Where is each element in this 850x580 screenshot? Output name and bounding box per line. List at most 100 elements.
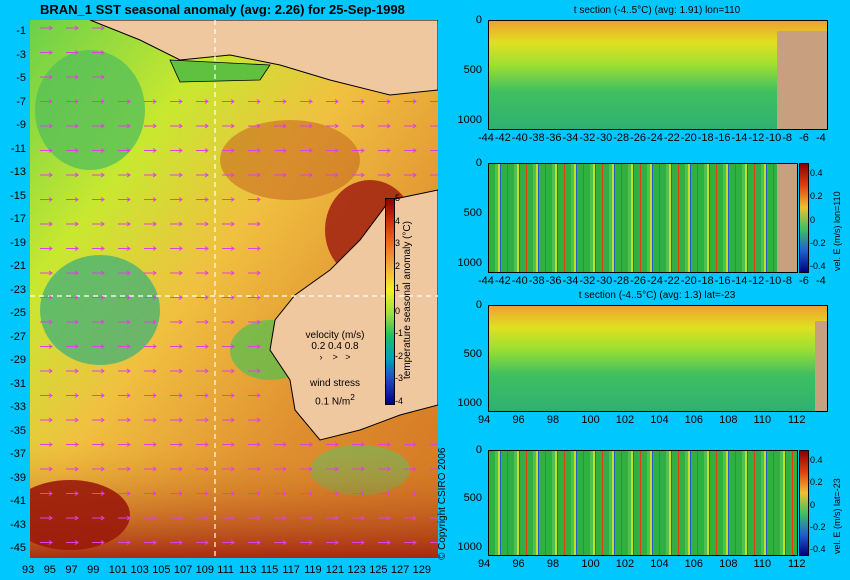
- wind-arrow: [92, 74, 105, 80]
- colorbar-tick-label: 2: [395, 260, 401, 271]
- section-x-tick-label: -16: [714, 132, 731, 144]
- wind-arrow: [144, 246, 157, 251]
- section-x-tick-label: -6: [799, 275, 809, 287]
- wind-arrow: [144, 319, 157, 325]
- wind-arrows: [40, 25, 438, 545]
- wind-arrow: [274, 148, 287, 153]
- wind-arrow: [92, 393, 105, 398]
- wind-arrow: [170, 344, 183, 349]
- lat-tick-label: -27: [10, 330, 26, 343]
- wind-arrow: [118, 246, 131, 251]
- wind-arrow: [40, 50, 53, 55]
- lon-tick-label: 103: [130, 564, 149, 576]
- wind-arrow: [378, 491, 391, 496]
- sst-map[interactable]: [30, 20, 438, 558]
- wind-arrow: [40, 246, 53, 251]
- anomaly-patch: [220, 120, 360, 200]
- panel-title: t section (-4..5°C) (avg: 1.91) lon=110: [573, 5, 741, 16]
- section-x-tick-label: -20: [680, 275, 697, 287]
- wind-arrow: [40, 221, 53, 227]
- wind-arrow: [118, 344, 131, 349]
- temperature-section-plot[interactable]: [488, 305, 828, 412]
- wind-arrow: [92, 295, 105, 300]
- wind-arrow: [40, 491, 53, 496]
- wind-arrow: [170, 393, 183, 398]
- velocity-colorbar-tick: -0.4: [810, 261, 826, 271]
- lat-tick-label: -15: [10, 189, 26, 202]
- wind-arrow: [92, 25, 105, 31]
- velocity-section-plot[interactable]: [488, 163, 798, 273]
- lat-tick-label: -45: [10, 542, 26, 554]
- section-x-tick-label: -16: [714, 275, 731, 287]
- wind-arrow: [196, 99, 209, 104]
- wind-arrow: [66, 270, 79, 276]
- section-x-tick-label: 110: [753, 558, 772, 570]
- depth-tick-label: 500: [463, 492, 482, 505]
- section-x-tick-label: -26: [630, 275, 646, 287]
- wind-arrow: [248, 246, 261, 251]
- wind-arrow: [170, 148, 183, 153]
- lon-tick-label: 125: [369, 564, 388, 576]
- wind-arrow: [430, 101, 438, 102]
- wind-arrow: [222, 221, 235, 227]
- wind-arrow: [430, 150, 438, 151]
- land-indonesia: [89, 20, 438, 96]
- section-x-tick-label: -4: [816, 132, 826, 144]
- velocity-colorbar-tick: -0.2: [810, 521, 826, 532]
- velocity-colorbar-label: vel. E (m/s) lat=-23: [832, 478, 842, 554]
- wind-arrow: [92, 515, 105, 521]
- depth-tick-label: 0: [475, 157, 482, 169]
- wind-arrow: [40, 295, 53, 300]
- wind-arrow: [118, 417, 131, 423]
- wind-arrow: [196, 221, 209, 227]
- wind-arrow: [326, 172, 339, 178]
- section-x-tick-label: -12: [748, 132, 765, 144]
- section-x-tick-label: -42: [494, 275, 511, 287]
- wind-arrow: [144, 123, 157, 129]
- wind-arrow: [118, 99, 131, 104]
- wind-arrow: [274, 99, 287, 104]
- lat-tick-label: -41: [10, 495, 26, 507]
- section-x-tick-label: -12: [748, 275, 765, 287]
- wind-arrow: [66, 295, 79, 300]
- wind-arrow: [222, 295, 235, 300]
- wind-arrow: [170, 442, 183, 447]
- wind-arrow: [430, 493, 438, 494]
- temperature-section-plot[interactable]: [488, 20, 828, 130]
- wind-arrow: [196, 246, 209, 251]
- wind-arrow: [144, 148, 157, 153]
- wind-arrow: [248, 466, 261, 472]
- lat-tick-label: -43: [10, 518, 26, 531]
- wind-arrow: [222, 172, 235, 178]
- wind-arrow: [40, 515, 53, 521]
- lat-tick-label: -1: [16, 25, 26, 37]
- depth-tick-label: 1000: [457, 114, 482, 127]
- section-x-tick-label: -8: [782, 132, 792, 144]
- wind-arrow: [170, 270, 183, 276]
- wind-arrow: [66, 172, 79, 178]
- lon-tick-label: 121: [325, 564, 345, 576]
- wind-arrow: [118, 197, 131, 202]
- sst-colorbar: [385, 198, 395, 405]
- wind-arrow: [196, 515, 209, 521]
- wind-arrow: [92, 50, 105, 55]
- velocity-section-plot[interactable]: [488, 450, 798, 556]
- wind-arrow: [196, 442, 209, 447]
- wind-arrow: [40, 25, 53, 31]
- wind-arrow: [170, 99, 183, 104]
- wind-arrow: [118, 295, 131, 300]
- wind-arrow: [170, 368, 183, 374]
- velocity-colorbar: [799, 450, 809, 556]
- section-x-tick-label: 104: [650, 414, 669, 426]
- section-x-tick-label: -24: [647, 275, 663, 287]
- lon-tick-label: 115: [260, 564, 279, 576]
- wind-arrow: [170, 172, 183, 178]
- wind-arrow: [196, 417, 209, 423]
- depth-tick-label: 0: [475, 444, 482, 456]
- wind-arrow: [404, 99, 417, 104]
- panel-title: t section (-4..5°C) (avg: 1.3) lat=-23: [578, 290, 736, 301]
- lat-tick-label: -29: [10, 354, 26, 366]
- wind-arrow: [92, 148, 105, 153]
- wind-arrow: [248, 172, 261, 178]
- wind-arrow: [66, 393, 79, 398]
